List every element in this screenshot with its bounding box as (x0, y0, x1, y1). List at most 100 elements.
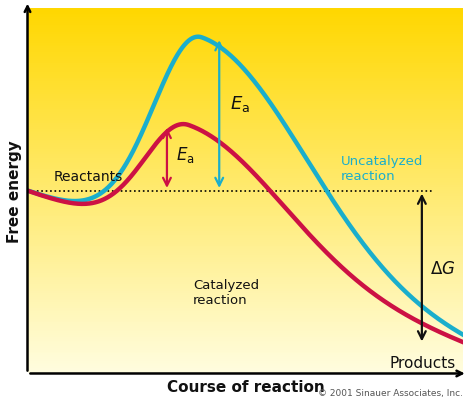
Bar (27, 175, 463, 177)
Bar (27, 251, 463, 253)
Bar (27, 55, 463, 57)
Bar (27, 180, 463, 182)
Bar (27, 314, 463, 315)
Bar (27, 84, 463, 86)
Bar (27, 69, 463, 71)
Text: $E_\mathrm{a}$: $E_\mathrm{a}$ (176, 145, 194, 165)
Bar (27, 235, 463, 237)
Bar (27, 146, 463, 148)
Bar (27, 14, 463, 16)
Bar (27, 341, 463, 342)
Bar (27, 193, 463, 195)
Bar (27, 304, 463, 306)
Bar (27, 109, 463, 111)
Bar (27, 326, 463, 328)
Bar (27, 211, 463, 213)
Bar (27, 93, 463, 95)
Bar (27, 284, 463, 286)
Bar (27, 164, 463, 166)
Bar (27, 275, 463, 277)
Bar (27, 47, 463, 49)
Bar (27, 89, 463, 91)
Bar (27, 117, 463, 118)
Bar (27, 133, 463, 135)
Bar (27, 270, 463, 271)
Bar (27, 342, 463, 344)
Bar (27, 308, 463, 310)
Bar (27, 204, 463, 206)
Bar (27, 142, 463, 144)
Bar (27, 160, 463, 162)
Bar (27, 248, 463, 250)
Bar (27, 111, 463, 113)
Bar (27, 259, 463, 261)
Bar (27, 346, 463, 348)
Bar (27, 268, 463, 270)
Bar (27, 332, 463, 334)
Bar (27, 324, 463, 326)
Bar (27, 31, 463, 33)
Bar (27, 290, 463, 292)
Bar (27, 321, 463, 322)
Bar (27, 107, 463, 109)
Bar (27, 44, 463, 46)
Bar (27, 281, 463, 282)
Bar (27, 337, 463, 339)
Bar (27, 135, 463, 137)
Bar (27, 178, 463, 180)
Bar (27, 40, 463, 42)
Bar (27, 224, 463, 226)
Bar (27, 208, 463, 210)
Bar (27, 91, 463, 93)
Bar (27, 237, 463, 239)
Bar (27, 102, 463, 104)
Bar (27, 82, 463, 84)
Bar (27, 231, 463, 233)
Bar (27, 42, 463, 44)
Bar (27, 370, 463, 372)
Bar (27, 155, 463, 157)
Bar (27, 354, 463, 355)
Bar (27, 273, 463, 275)
Bar (27, 95, 463, 97)
Bar (27, 130, 463, 131)
Bar (27, 75, 463, 77)
Bar (27, 58, 463, 60)
Bar (27, 328, 463, 330)
Bar (27, 171, 463, 173)
Bar (27, 168, 463, 170)
Bar (27, 124, 463, 126)
Bar (27, 335, 463, 337)
Bar (27, 97, 463, 98)
Bar (27, 113, 463, 115)
Bar (27, 228, 463, 230)
Bar (27, 222, 463, 224)
Y-axis label: Free energy: Free energy (7, 140, 22, 243)
Bar (27, 73, 463, 75)
Bar (27, 352, 463, 354)
Bar (27, 344, 463, 346)
Bar (27, 226, 463, 228)
Bar (27, 202, 463, 204)
Bar (27, 98, 463, 100)
Bar (27, 177, 463, 178)
Bar (27, 138, 463, 140)
Bar (27, 215, 463, 217)
Bar (27, 77, 463, 78)
Bar (27, 11, 463, 13)
Bar (27, 16, 463, 18)
Bar (27, 241, 463, 242)
Bar (27, 266, 463, 268)
Bar (27, 330, 463, 332)
Bar (27, 221, 463, 222)
Bar (27, 66, 463, 67)
Bar (27, 53, 463, 55)
Bar (27, 20, 463, 22)
Bar (27, 26, 463, 27)
Bar (27, 137, 463, 138)
Bar (27, 126, 463, 128)
Bar (27, 255, 463, 257)
Bar (27, 140, 463, 142)
Bar (27, 27, 463, 29)
Bar (27, 264, 463, 266)
